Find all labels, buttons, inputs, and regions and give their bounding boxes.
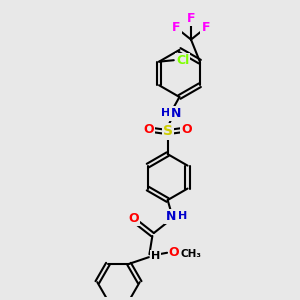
Text: F: F [202, 21, 210, 34]
Text: H: H [178, 211, 187, 221]
Text: O: O [169, 246, 179, 259]
Text: O: O [182, 124, 192, 136]
Text: O: O [128, 212, 139, 225]
Text: N: N [170, 107, 181, 120]
Text: O: O [143, 124, 154, 136]
Text: S: S [163, 124, 173, 138]
Text: F: F [187, 13, 195, 26]
Text: CH₃: CH₃ [180, 249, 201, 259]
Text: Cl: Cl [176, 54, 189, 67]
Text: H: H [151, 251, 160, 261]
Text: H: H [161, 108, 170, 118]
Text: N: N [165, 210, 176, 223]
Text: F: F [172, 21, 181, 34]
